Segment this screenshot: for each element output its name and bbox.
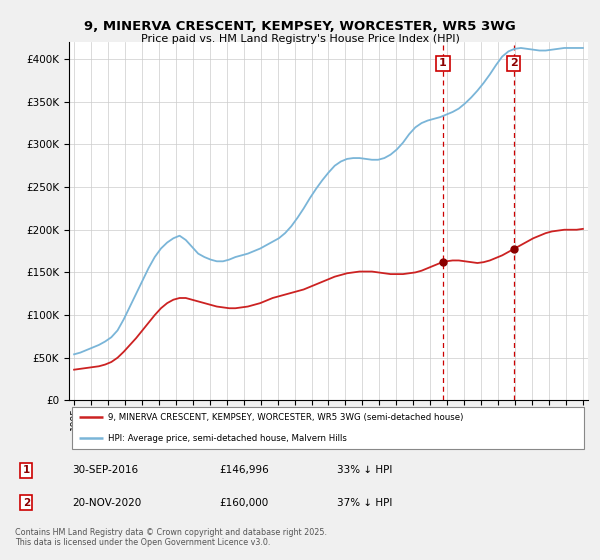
Text: 37% ↓ HPI: 37% ↓ HPI <box>337 497 393 507</box>
Text: 2: 2 <box>23 497 30 507</box>
Text: 30-SEP-2016: 30-SEP-2016 <box>73 465 139 475</box>
Text: HPI: Average price, semi-detached house, Malvern Hills: HPI: Average price, semi-detached house,… <box>108 434 347 443</box>
Text: 9, MINERVA CRESCENT, KEMPSEY, WORCESTER, WR5 3WG (semi-detached house): 9, MINERVA CRESCENT, KEMPSEY, WORCESTER,… <box>108 413 463 422</box>
Text: 9, MINERVA CRESCENT, KEMPSEY, WORCESTER, WR5 3WG: 9, MINERVA CRESCENT, KEMPSEY, WORCESTER,… <box>84 20 516 32</box>
Text: 33% ↓ HPI: 33% ↓ HPI <box>337 465 393 475</box>
FancyBboxPatch shape <box>71 407 584 449</box>
Text: Contains HM Land Registry data © Crown copyright and database right 2025.
This d: Contains HM Land Registry data © Crown c… <box>15 528 327 547</box>
Text: 2: 2 <box>510 58 518 68</box>
Text: 1: 1 <box>23 465 30 475</box>
Text: 20-NOV-2020: 20-NOV-2020 <box>73 497 142 507</box>
Text: £146,996: £146,996 <box>220 465 269 475</box>
Text: Price paid vs. HM Land Registry's House Price Index (HPI): Price paid vs. HM Land Registry's House … <box>140 34 460 44</box>
Text: 1: 1 <box>439 58 447 68</box>
Text: £160,000: £160,000 <box>220 497 269 507</box>
